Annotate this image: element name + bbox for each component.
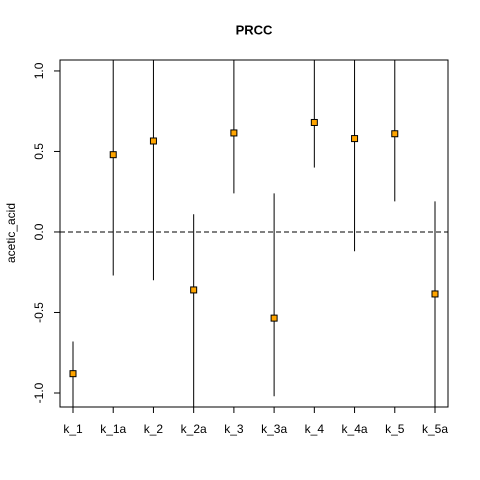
x-tick-label: k_5	[385, 422, 405, 436]
plot-frame	[59, 59, 449, 408]
point	[149, 137, 157, 145]
point	[310, 118, 318, 126]
x-tick-label: k_3	[224, 422, 244, 436]
chart-title: PRCC	[236, 22, 273, 37]
point	[351, 135, 359, 143]
y-axis-label: acetic_acid	[4, 203, 18, 263]
point	[109, 151, 117, 159]
x-tick-label: k_2a	[181, 422, 207, 436]
y-tick-label: -0.5	[32, 302, 46, 323]
x-tick-label: k_4a	[342, 422, 368, 436]
point	[391, 130, 399, 138]
y-tick-label: 0.0	[32, 223, 46, 240]
x-tick-label: k_2	[144, 422, 164, 436]
plot-area	[60, 60, 448, 407]
x-tick-label: k_1a	[100, 422, 126, 436]
y-tick-label: 0.5	[32, 143, 46, 160]
x-tick-label: k_5a	[422, 422, 448, 436]
x-tick-label: k_4	[305, 422, 325, 436]
point	[69, 370, 77, 378]
point	[190, 286, 198, 294]
x-tick-label: k_3a	[261, 422, 287, 436]
point	[431, 290, 439, 298]
y-tick-label: -1.0	[32, 382, 46, 403]
point	[230, 129, 238, 137]
x-tick-label: k_1	[63, 422, 83, 436]
y-tick-label: 1.0	[32, 62, 46, 79]
point	[270, 314, 278, 322]
